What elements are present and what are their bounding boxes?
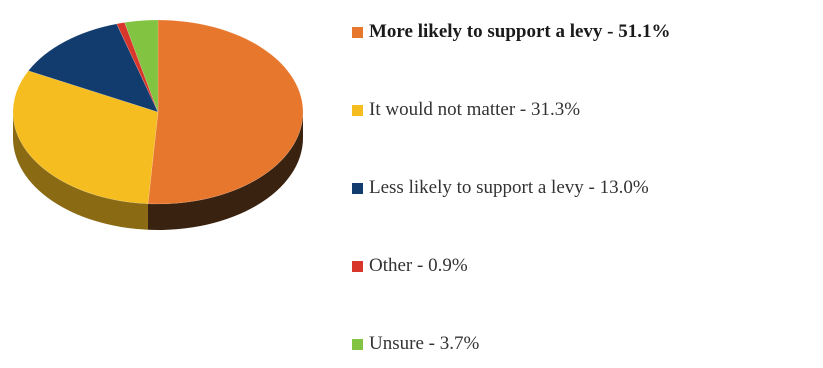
pie-slice-3 bbox=[116, 22, 159, 113]
legend-item: Unsure - 3.7% bbox=[352, 333, 671, 354]
pie-slice-4 bbox=[124, 19, 159, 113]
pie-top-faces bbox=[12, 19, 304, 205]
legend-swatch bbox=[352, 182, 363, 194]
legend-item: Less likely to support a levy - 13.0% bbox=[352, 177, 671, 198]
pie-slice-1 bbox=[12, 70, 159, 205]
pie-slice-side-1 bbox=[13, 112, 148, 230]
legend-label: More likely to support a levy - 51.1% bbox=[369, 21, 671, 42]
legend: More likely to support a levy - 51.1% It … bbox=[352, 21, 671, 354]
pie-slice-2 bbox=[27, 23, 159, 113]
legend-swatch bbox=[352, 260, 363, 272]
legend-swatch bbox=[352, 26, 363, 38]
legend-label: It would not matter - 31.3% bbox=[369, 99, 581, 120]
legend-swatch bbox=[352, 338, 363, 350]
legend-label: Other - 0.9% bbox=[369, 255, 468, 276]
legend-item: More likely to support a levy - 51.1% bbox=[352, 21, 671, 42]
legend-swatch bbox=[352, 104, 363, 116]
pie-chart bbox=[12, 19, 304, 230]
legend-label: Unsure - 3.7% bbox=[369, 333, 480, 354]
legend-item: Other - 0.9% bbox=[352, 255, 671, 276]
pie-slice-side-0 bbox=[147, 112, 304, 230]
pie-slice-0 bbox=[147, 19, 304, 205]
legend-item: It would not matter - 31.3% bbox=[352, 99, 671, 120]
legend-label: Less likely to support a levy - 13.0% bbox=[369, 177, 649, 198]
pie-side-walls bbox=[13, 112, 304, 230]
